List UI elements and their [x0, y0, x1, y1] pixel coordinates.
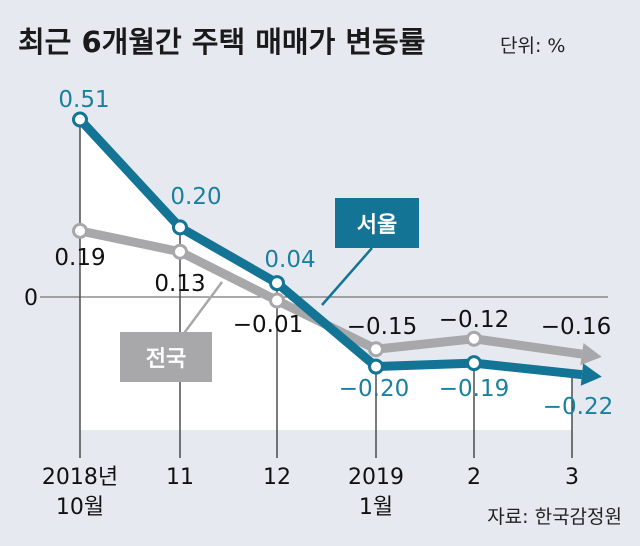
- national-point: [172, 243, 188, 260]
- seoul-point: [72, 111, 88, 128]
- national-point: [72, 222, 88, 239]
- unit-label: 단위: %: [500, 35, 565, 57]
- national-data-label: −0.01: [233, 312, 303, 338]
- national-point: [466, 330, 482, 347]
- seoul-callout-line: [321, 247, 373, 306]
- seoul-data-label: 0.20: [170, 184, 221, 210]
- national-data-label: −0.15: [347, 314, 417, 340]
- source-note: 자료: 한국감정원: [487, 506, 622, 528]
- national-tag: [120, 332, 212, 382]
- x-tick-label: 1월: [359, 495, 393, 520]
- x-tick-label: 12: [263, 465, 291, 490]
- y-tick-label: 0: [24, 286, 38, 311]
- national-data-label: 0.13: [154, 271, 205, 297]
- national-data-label: 0.19: [54, 245, 105, 271]
- seoul-data-label: 0.51: [58, 87, 109, 113]
- seoul-point: [269, 275, 285, 292]
- plot-area: 0 0.51 0.20 0.04 −0.20 −0.19 −0.22 0.19 0.13 −0.0…: [24, 87, 613, 520]
- seoul-data-label: −0.20: [339, 376, 409, 402]
- seoul-tag-label: 서울: [357, 213, 397, 238]
- seoul-data-label: −0.22: [543, 394, 613, 420]
- seoul-data-label: 0.04: [264, 247, 315, 273]
- x-tick-label: 2: [467, 465, 481, 490]
- seoul-point: [172, 219, 188, 236]
- national-data-label: −0.16: [541, 314, 611, 340]
- national-point: [269, 292, 285, 309]
- seoul-point: [368, 358, 384, 375]
- national-arrow: [580, 342, 602, 366]
- national-data-label: −0.12: [439, 307, 509, 333]
- seoul-data-label: −0.19: [439, 376, 509, 402]
- seoul-point: [466, 355, 482, 372]
- national-point: [368, 341, 384, 358]
- seoul-arrow: [580, 363, 602, 386]
- x-tick-label: 11: [166, 465, 194, 490]
- x-tick-label: 2018년: [42, 465, 118, 490]
- seoul-tag: [335, 198, 419, 248]
- x-tick-label: 3: [565, 465, 579, 490]
- x-tick-label: 2019: [348, 465, 404, 490]
- chart-title: 최근 6개월간 주택 매매가 변동률: [18, 25, 425, 59]
- national-tag-label: 전국: [146, 347, 186, 372]
- x-tick-label: 10월: [56, 495, 104, 520]
